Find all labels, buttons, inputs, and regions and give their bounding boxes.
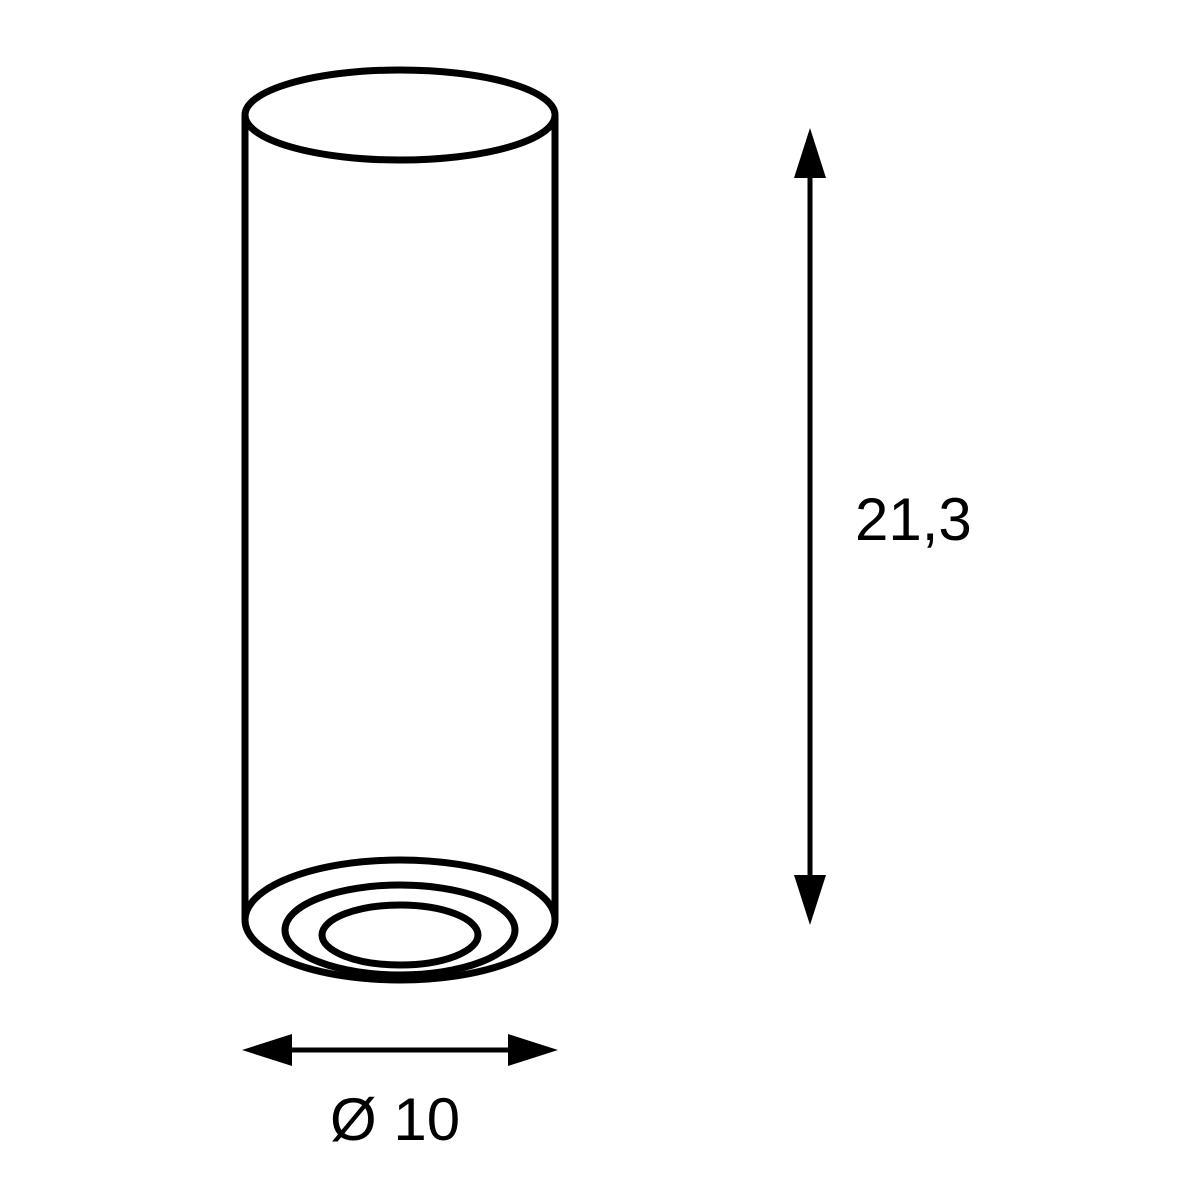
- diameter-dimension: Ø 10: [242, 1034, 558, 1153]
- diameter-label: Ø 10: [330, 1086, 460, 1153]
- technical-drawing: 21,3 Ø 10: [0, 0, 1200, 1200]
- height-dimension: 21,3: [794, 128, 972, 925]
- cylinder-shape: [245, 70, 555, 980]
- height-label: 21,3: [855, 486, 972, 553]
